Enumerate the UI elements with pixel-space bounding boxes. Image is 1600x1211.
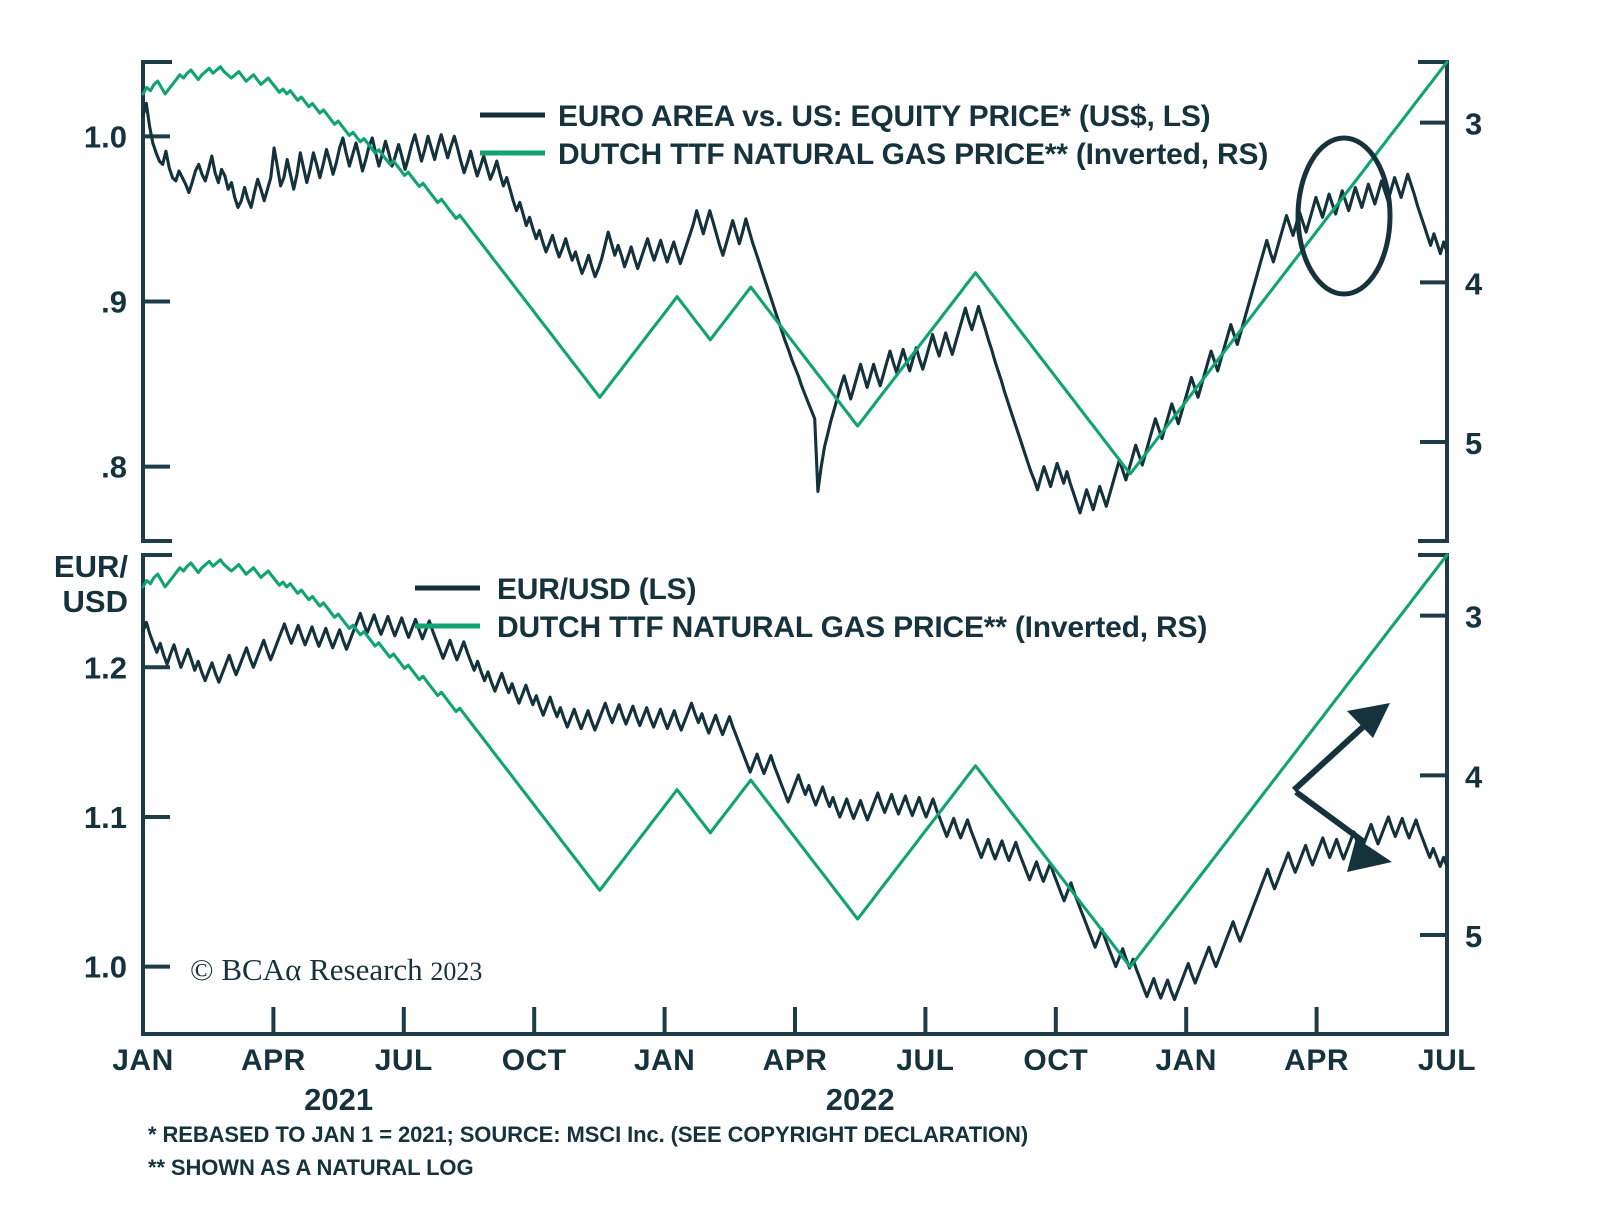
y-tick-label-right: 5	[1465, 426, 1482, 461]
bottom-panel-left-ticks	[143, 665, 170, 969]
copyright-brand: BCA	[221, 952, 285, 987]
y-tick-label-left: .9	[101, 285, 127, 320]
x-year-label: 2021	[304, 1082, 373, 1117]
divergence-oval-icon	[1295, 135, 1393, 297]
bottom-panel-right-ticks	[1420, 613, 1447, 938]
x-tick-label: JAN	[634, 1044, 696, 1077]
bottom-panel-legend: EUR/USD (LS) DUTCH TTF NATURAL GAS PRICE…	[415, 573, 1207, 644]
top-panel-right-tick-labels: 3 4 5	[1465, 107, 1483, 461]
legend-label-eurusd: EUR/USD (LS)	[497, 573, 696, 606]
bottom-panel-series	[141, 553, 1449, 1002]
y-tick-label-right: 5	[1465, 919, 1482, 954]
copyright-symbol: ©	[190, 952, 214, 987]
x-tick-label: JUL	[375, 1044, 433, 1077]
y-tick-label-right: 3	[1465, 600, 1482, 635]
top-panel-right-axis	[1418, 60, 1449, 543]
x-axis-ticks	[141, 1007, 1449, 1034]
y-tick-label-left: 1.0	[84, 950, 127, 985]
footnote-1: * REBASED TO JAN 1 = 2021; SOURCE: MSCI …	[148, 1122, 1028, 1147]
x-tick-label: JUL	[896, 1044, 954, 1077]
top-panel-left-ticks	[143, 134, 170, 469]
x-year-label: 2022	[826, 1082, 895, 1117]
top-panel-right-ticks	[1420, 120, 1447, 445]
x-tick-label: JAN	[112, 1044, 174, 1077]
bottom-panel: 1.2 1.1 1.0 3 4 5 EUR/ USD EUR/USD (LS) DUTC…	[54, 549, 1483, 1036]
copyright-line: © BCAα Research 2023	[190, 952, 482, 987]
x-axis-year-labels: 2021 2022	[304, 1082, 895, 1117]
y-tick-label-left: 1.0	[84, 119, 127, 154]
top-panel-axes	[141, 60, 1449, 543]
series-line	[141, 611, 1449, 1002]
down-arrow-icon	[1294, 789, 1392, 872]
series-line	[141, 553, 1449, 969]
legend-label-equity: EURO AREA vs. US: EQUITY PRICE* (US$, LS…	[558, 100, 1210, 133]
bottom-panel-left-tick-labels: 1.2 1.1 1.0	[84, 650, 127, 984]
top-panel: 1.0 .9 .8 3 4 5 EURO AREA vs. US: EQUITY PRI…	[84, 60, 1483, 543]
up-arrow-icon	[1291, 703, 1390, 793]
y-tick-label-left: 1.2	[84, 650, 127, 685]
x-tick-label: OCT	[1023, 1044, 1088, 1077]
copyright-year: 2023	[430, 957, 482, 986]
y-tick-label-right: 4	[1465, 759, 1483, 794]
legend-label-gas-bottom: DUTCH TTF NATURAL GAS PRICE** (Inverted,…	[497, 611, 1207, 644]
footnotes: * REBASED TO JAN 1 = 2021; SOURCE: MSCI …	[148, 1122, 1028, 1180]
top-panel-legend: EURO AREA vs. US: EQUITY PRICE* (US$, LS…	[480, 100, 1268, 171]
legend-label-gas-top: DUTCH TTF NATURAL GAS PRICE** (Inverted,…	[558, 138, 1268, 171]
x-tick-label: APR	[763, 1044, 828, 1077]
x-tick-label: JUL	[1418, 1044, 1476, 1077]
x-tick-label: OCT	[502, 1044, 567, 1077]
copyright-word: Research	[309, 952, 423, 987]
y-tick-label-left: .8	[101, 450, 127, 485]
y-tick-label-right: 3	[1465, 107, 1482, 142]
bottom-panel-right-axis	[1418, 553, 1449, 1036]
y-axis-title-line1: EUR/	[54, 549, 128, 584]
series-line	[141, 101, 1449, 515]
x-axis-tick-labels: JAN APR JUL OCT JAN APR JUL OCT JAN APR JUL	[112, 1044, 1476, 1077]
bottom-panel-right-tick-labels: 3 4 5	[1465, 600, 1483, 954]
top-panel-left-tick-labels: 1.0 .9 .8	[84, 119, 127, 484]
copyright-alpha: α	[285, 952, 301, 987]
x-tick-label: APR	[1284, 1044, 1349, 1077]
series-line	[141, 60, 1449, 476]
y-tick-label-right: 4	[1465, 266, 1483, 301]
top-panel-series	[141, 60, 1449, 515]
footnote-2: ** SHOWN AS A NATURAL LOG	[148, 1155, 473, 1180]
x-tick-label: JAN	[1155, 1044, 1217, 1077]
x-tick-label: APR	[241, 1044, 306, 1077]
x-axis: JAN APR JUL OCT JAN APR JUL OCT JAN APR JUL 2021 20…	[112, 1007, 1476, 1117]
y-axis-title-line2: USD	[63, 584, 128, 619]
y-tick-label-left: 1.1	[84, 800, 127, 835]
